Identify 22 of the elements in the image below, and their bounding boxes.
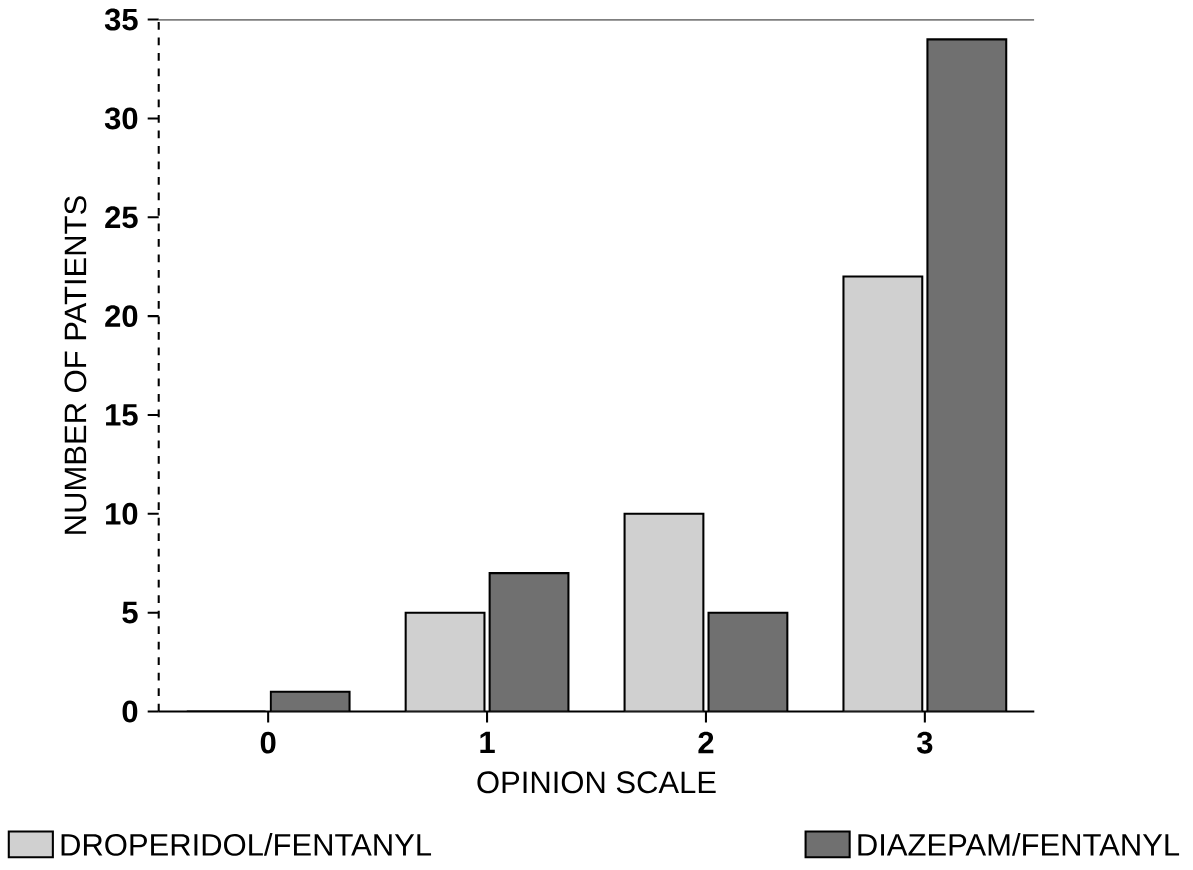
y-tick-label: 30 <box>104 107 138 130</box>
x-tick-label: 0 <box>260 731 276 754</box>
y-tick-label: 35 <box>104 8 138 31</box>
x-tick-label: 1 <box>480 731 495 754</box>
bar <box>842 275 924 712</box>
x-tick-label: 2 <box>698 731 714 754</box>
y-tick-label: 5 <box>122 602 138 624</box>
bar <box>708 612 788 712</box>
y-tick-label: 15 <box>106 404 138 426</box>
x-tick-label: 3 <box>916 731 933 754</box>
legend-label: DROPERIDOL/FENTANYL <box>61 833 432 856</box>
bar <box>405 612 485 712</box>
y-tick-label: 10 <box>106 502 138 525</box>
x-axis-title: OPINION SCALE <box>477 771 716 794</box>
bar <box>926 38 1008 712</box>
y-axis-title: NUMBER OF PATIENTS <box>64 196 87 534</box>
y-tick-label: 25 <box>105 206 138 229</box>
bar <box>624 513 704 712</box>
y-tick-label: 20 <box>105 305 138 328</box>
legend-label: DIAZEPAM/FENTANYL <box>858 833 1180 856</box>
y-tick-label: 0 <box>122 700 138 723</box>
bar <box>489 573 569 712</box>
